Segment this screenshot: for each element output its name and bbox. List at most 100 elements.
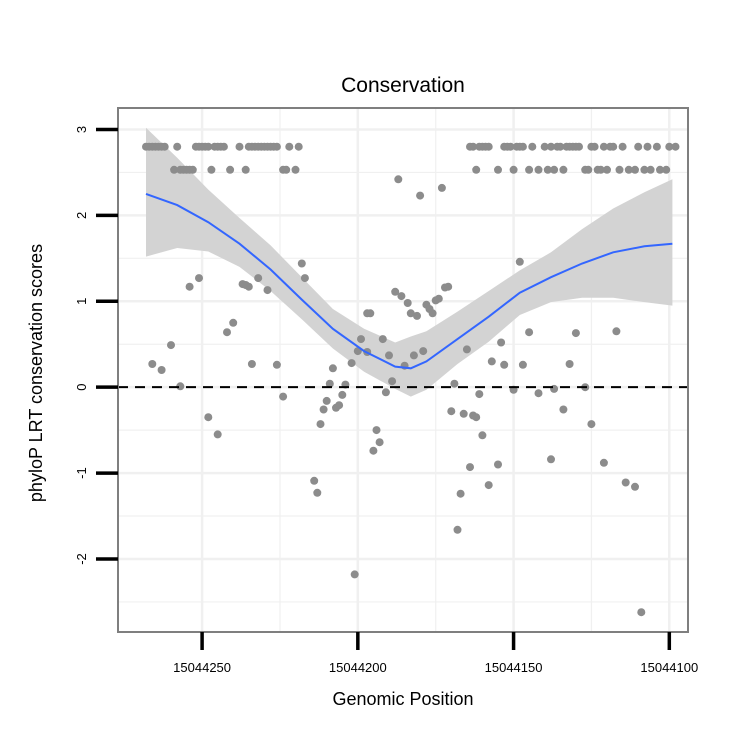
data-point — [366, 309, 375, 318]
data-point — [328, 364, 337, 373]
data-point — [219, 142, 228, 151]
data-point — [497, 338, 506, 347]
data-point — [525, 165, 534, 174]
data-point — [394, 175, 403, 184]
data-point — [409, 351, 418, 360]
data-point — [316, 420, 325, 429]
data-point — [325, 379, 334, 388]
data-point — [244, 282, 253, 291]
data-point — [160, 142, 169, 151]
data-point — [612, 327, 621, 336]
data-point — [459, 409, 468, 418]
data-point — [173, 142, 182, 151]
data-point — [500, 360, 509, 369]
data-point — [310, 476, 319, 485]
smooth-line-layer — [145, 192, 673, 370]
data-point — [631, 482, 639, 491]
data-point — [631, 165, 639, 174]
data-point — [550, 384, 559, 393]
data-point — [338, 390, 347, 399]
data-point — [195, 274, 203, 283]
data-point — [167, 341, 175, 350]
x-tick-label: 15044100 — [640, 660, 698, 675]
data-point — [381, 388, 390, 397]
data-point — [350, 570, 359, 579]
data-point — [547, 455, 555, 464]
grid-layer — [118, 108, 688, 632]
data-point — [584, 165, 593, 174]
y-tick-label: 0 — [74, 384, 89, 391]
data-point — [547, 142, 555, 151]
data-point — [285, 142, 294, 151]
data-point — [297, 259, 306, 268]
data-point — [652, 142, 661, 151]
data-point — [565, 360, 574, 368]
y-axis-label: phyloP LRT conservation scores — [26, 244, 46, 502]
data-point — [450, 379, 459, 388]
data-point — [494, 165, 502, 174]
data-point — [453, 525, 462, 534]
data-point — [148, 360, 157, 368]
data-point — [403, 299, 412, 307]
data-point — [444, 282, 453, 291]
data-point — [347, 359, 356, 368]
panel-border — [117, 107, 689, 633]
data-point — [313, 488, 322, 497]
data-point — [556, 142, 565, 151]
data-point — [319, 405, 328, 414]
data-point — [599, 458, 608, 467]
data-point — [170, 165, 179, 174]
data-point — [475, 390, 484, 399]
points-layer — [142, 142, 680, 617]
data-point — [506, 142, 515, 151]
data-point — [618, 142, 627, 151]
y-tick-label: -2 — [74, 553, 89, 565]
data-point — [640, 165, 649, 174]
data-point — [294, 142, 303, 151]
x-tick-label: 15044200 — [329, 660, 387, 675]
data-point — [534, 389, 543, 398]
data-point — [525, 328, 534, 337]
data-point — [428, 309, 437, 318]
data-point — [263, 286, 272, 295]
data-point — [247, 360, 256, 368]
data-point — [671, 142, 680, 151]
data-point — [272, 142, 281, 151]
data-point — [484, 142, 493, 151]
data-point — [462, 345, 471, 354]
data-point — [634, 142, 643, 151]
data-point — [656, 165, 664, 174]
data-point — [391, 287, 400, 296]
data-point — [662, 165, 671, 174]
data-point — [176, 382, 185, 391]
data-point — [235, 142, 244, 151]
data-point — [615, 165, 624, 174]
data-point — [378, 335, 387, 344]
data-point — [587, 420, 596, 429]
data-point — [603, 165, 611, 174]
data-point — [637, 608, 646, 617]
x-tick-label: 15044250 — [173, 660, 231, 675]
data-point — [624, 165, 633, 174]
data-point — [204, 413, 213, 422]
data-point — [229, 318, 238, 327]
data-point — [540, 142, 549, 151]
chart-title: Conservation — [341, 74, 465, 97]
data-point — [188, 165, 197, 174]
data-point — [466, 463, 474, 472]
data-point — [300, 274, 309, 283]
data-point — [322, 396, 331, 405]
data-point — [416, 191, 425, 200]
y-tick-label: 3 — [74, 126, 89, 133]
data-point — [335, 401, 344, 410]
data-point — [254, 274, 263, 283]
axis-layer: 15044250 15044200 15044150 15044100 -2 -1 0 1 2 3 — [74, 126, 698, 675]
data-point — [509, 165, 518, 174]
data-point — [207, 165, 216, 174]
smooth-line — [145, 192, 673, 370]
data-point — [369, 446, 378, 455]
data-point — [226, 165, 235, 174]
data-point — [437, 183, 446, 192]
data-point — [397, 292, 406, 301]
